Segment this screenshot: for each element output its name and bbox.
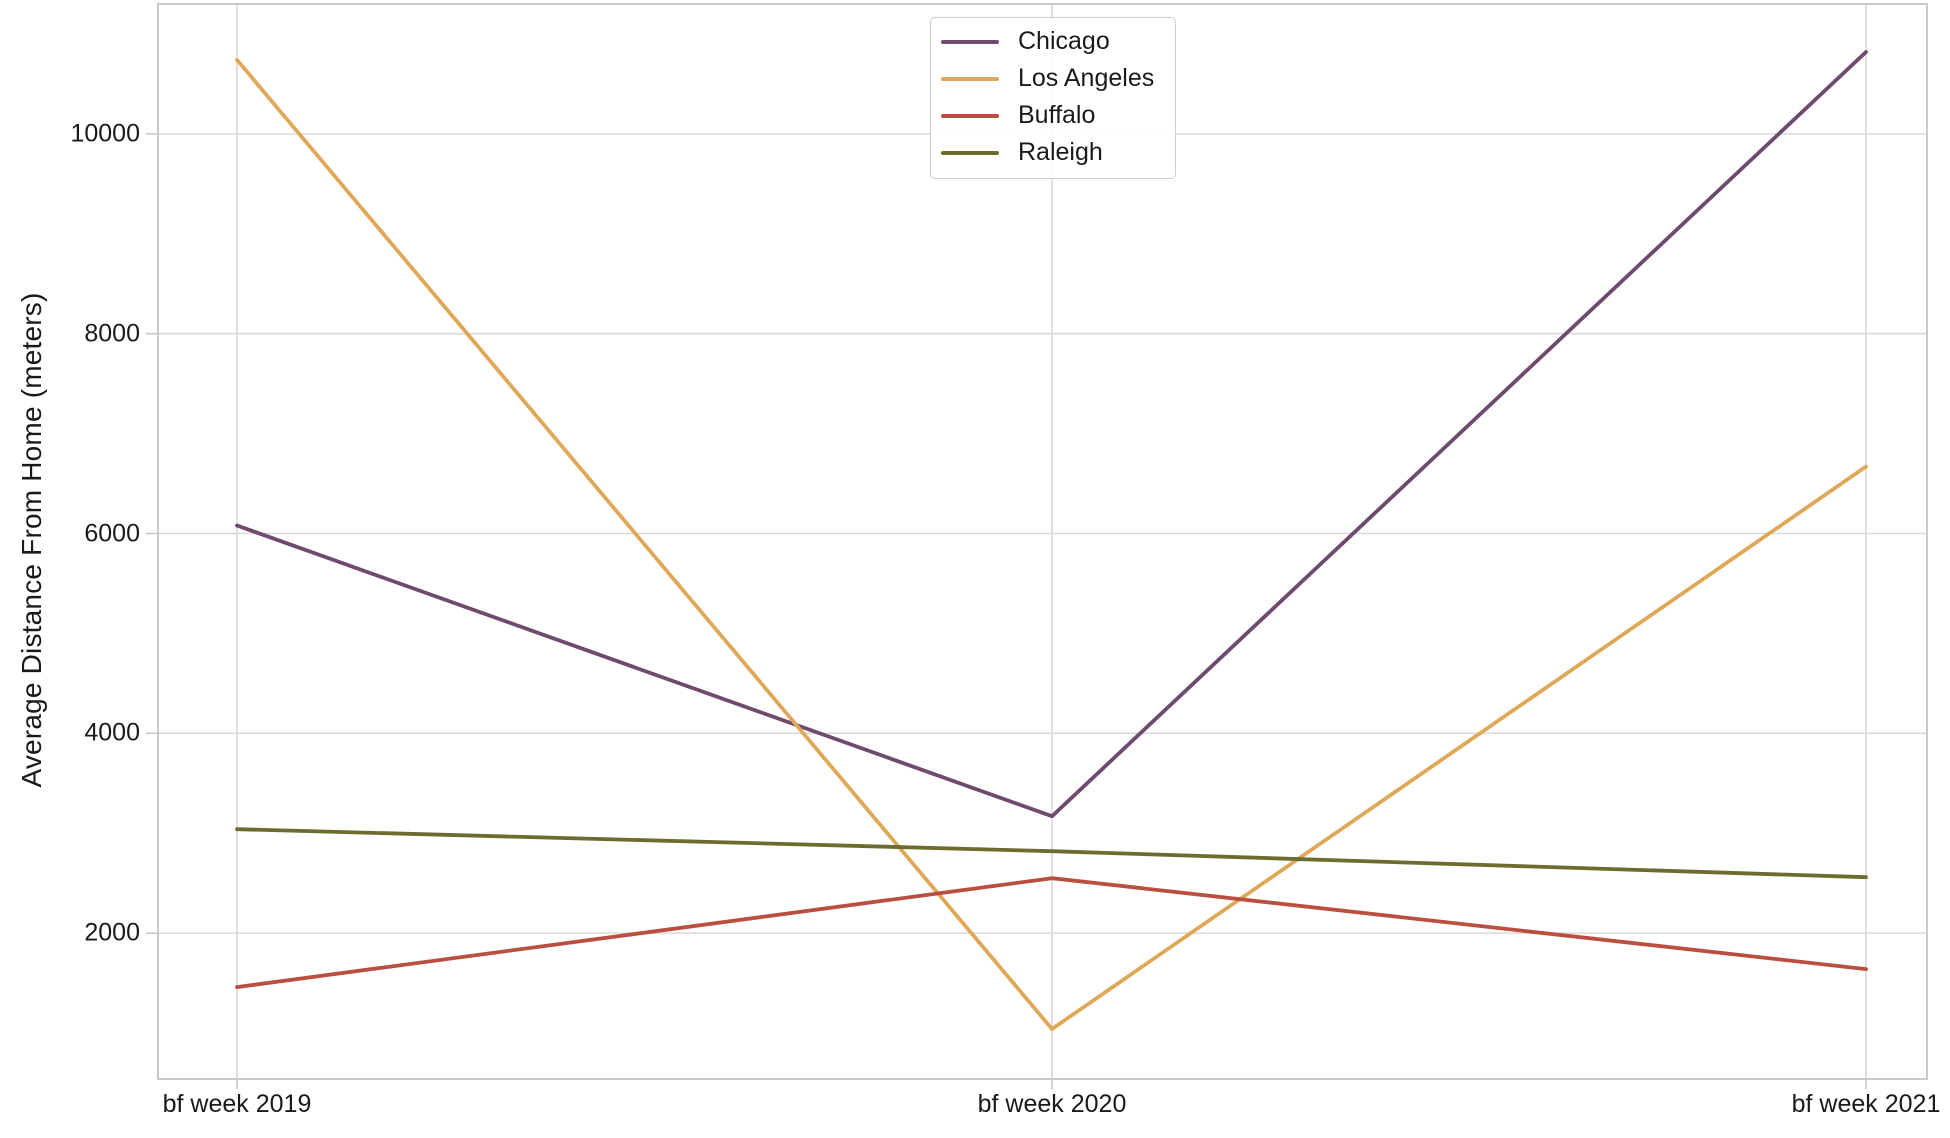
legend-label: Buffalo [1018,101,1096,129]
y-tick-label: 4000 [84,718,140,747]
legend: Chicago Los Angeles Buffalo Raleigh [930,17,1176,179]
legend-item-los-angeles: Los Angeles [941,60,1165,97]
series-line-raleigh [235,827,1868,880]
legend-label: Los Angeles [1018,64,1155,92]
legend-item-buffalo: Buffalo [941,97,1165,134]
x-tick-label: bf week 2021 [1791,1090,1941,1118]
series-line-chicago [235,50,1868,819]
legend-label: Chicago [1018,27,1110,55]
x-tick-label: bf week 2020 [977,1090,1127,1118]
legend-line-swatch [941,150,999,155]
y-tick-label: 6000 [84,519,140,547]
x-tick-label: bf week 2019 [162,1090,312,1118]
legend-line-swatch [941,113,999,118]
y-tick-label: 2000 [84,918,140,947]
plot-border [157,3,1928,1080]
legend-label: Raleigh [1018,138,1103,166]
legend-line-swatch [941,39,999,44]
y-axis-title: Average Distance From Home (meters) [16,292,47,788]
series-line-buffalo [235,876,1868,989]
series-line-los-angeles [235,58,1868,1031]
y-tick-label: 10000 [70,119,140,148]
legend-item-raleigh: Raleigh [941,134,1165,171]
legend-line-swatch [941,76,999,81]
legend-item-chicago: Chicago [941,23,1165,60]
y-tick-label: 8000 [84,319,140,348]
